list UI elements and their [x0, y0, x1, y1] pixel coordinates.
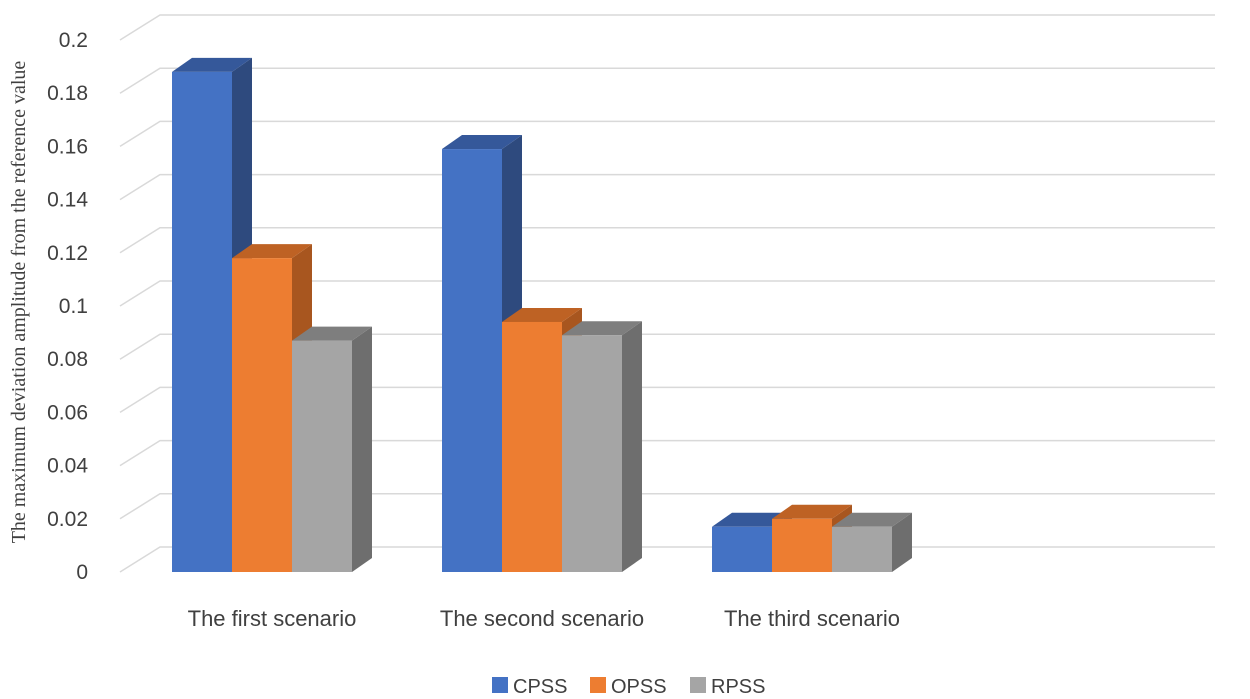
gridline	[119, 333, 1215, 360]
bar-top	[772, 504, 852, 519]
legend-label: CPSS	[513, 676, 567, 698]
gridline	[119, 173, 1215, 201]
bar-front	[232, 258, 292, 572]
y-tick-label: 0.06	[47, 401, 88, 424]
bar-side	[892, 512, 912, 572]
x-axis-category-labels: The first scenario The second scenario The…	[188, 606, 900, 631]
bar-top	[172, 57, 252, 72]
bar-front	[772, 518, 832, 572]
y-tick-label: 0.12	[47, 242, 88, 265]
bars	[172, 57, 912, 573]
gridline	[119, 493, 1215, 520]
y-tick-label: 0.1	[59, 295, 88, 318]
gridline	[119, 227, 1215, 254]
gridline	[119, 14, 1215, 41]
legend: CPSS OPSS RPSS	[492, 676, 765, 698]
legend-item: RPSS	[690, 676, 765, 698]
y-tick-label: 0	[76, 561, 88, 584]
bar-front	[562, 335, 622, 572]
bar-top	[442, 135, 522, 150]
gridlines	[119, 14, 1215, 573]
bar	[292, 326, 372, 572]
x-tick-label: The first scenario	[188, 606, 357, 631]
legend-swatch	[492, 677, 508, 693]
gridline	[119, 386, 1215, 414]
y-axis-tick-labels: 0 0.02 0.04 0.06 0.08 0.1 0.12 0.14 0.16 0.18 0.2	[47, 29, 88, 584]
legend-label: OPSS	[611, 676, 667, 698]
bar-front	[832, 526, 892, 572]
bar-side	[352, 326, 372, 572]
bar-top	[832, 512, 912, 527]
y-tick-label: 0.2	[59, 29, 88, 52]
y-tick-label: 0.18	[47, 82, 88, 105]
legend-swatch	[590, 677, 606, 693]
y-tick-label: 0.14	[47, 189, 88, 212]
x-tick-label: The third scenario	[724, 606, 900, 631]
y-tick-label: 0.08	[47, 348, 88, 371]
gridline	[119, 280, 1215, 307]
gridline	[119, 67, 1215, 94]
y-tick-label: 0.04	[47, 455, 88, 478]
bar	[562, 321, 642, 572]
gridline	[119, 120, 1215, 148]
bar-front	[442, 149, 502, 572]
legend-item: OPSS	[590, 676, 667, 698]
bar-top	[292, 326, 372, 341]
bar-front	[502, 321, 562, 572]
legend-swatch	[690, 677, 706, 693]
legend-item: CPSS	[492, 676, 567, 698]
bar-top	[562, 321, 642, 336]
bar-top	[502, 307, 582, 322]
bar-front	[172, 71, 232, 573]
bar	[832, 512, 912, 572]
bar-top	[232, 244, 312, 259]
bar-front	[292, 340, 352, 572]
y-tick-label: 0.16	[47, 135, 88, 158]
gridline	[119, 439, 1215, 467]
x-tick-label: The second scenario	[440, 606, 644, 631]
legend-label: RPSS	[711, 676, 765, 698]
bar-side	[622, 321, 642, 572]
y-tick-label: 0.02	[47, 508, 88, 531]
y-axis-title: The maximum deviation amplitude from the…	[8, 61, 30, 544]
bar-front	[712, 526, 772, 572]
